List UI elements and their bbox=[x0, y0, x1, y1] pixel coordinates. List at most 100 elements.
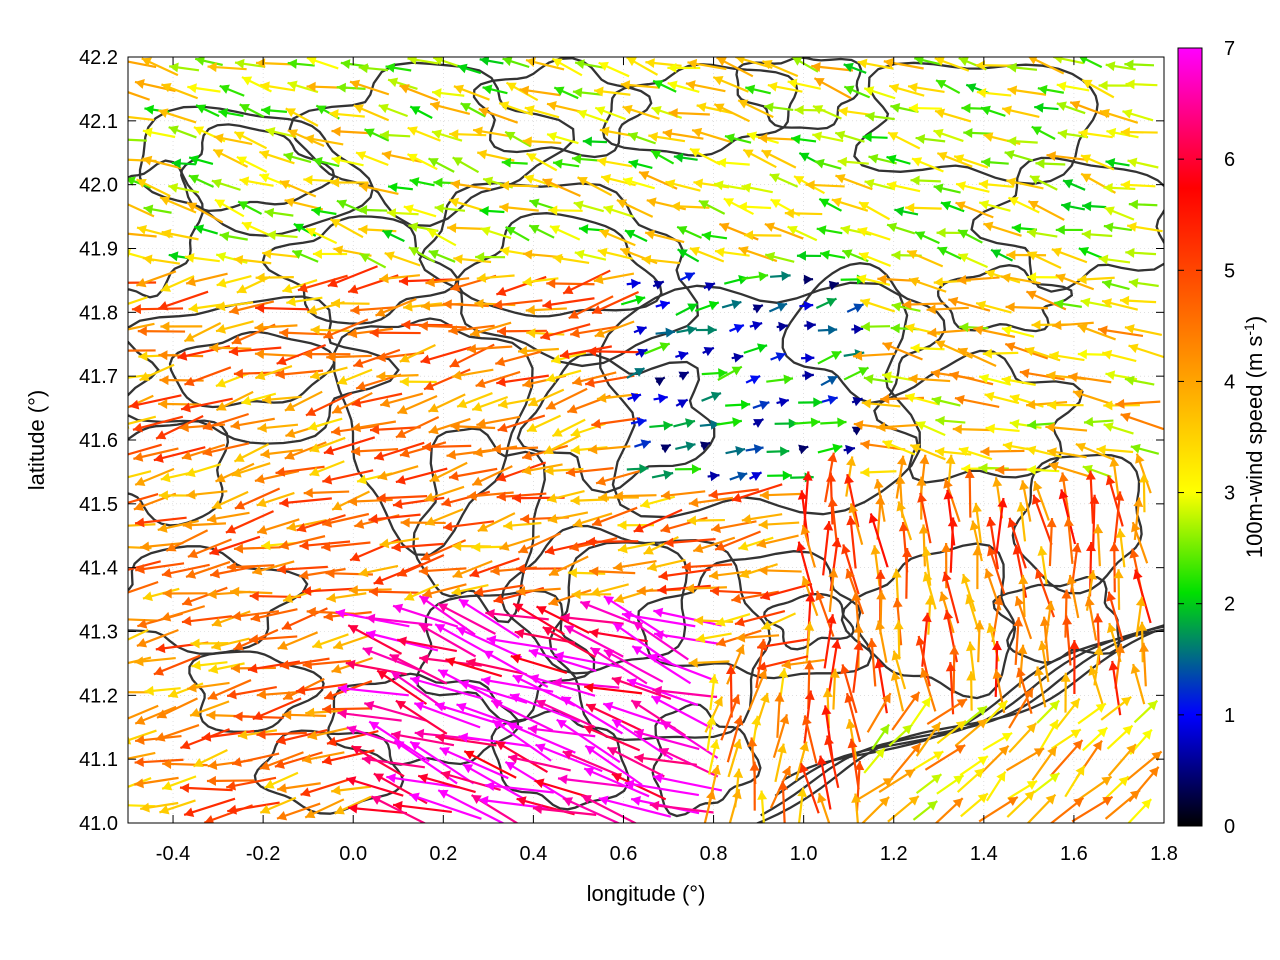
wind-vector-head bbox=[403, 301, 413, 312]
wind-vector-head bbox=[1070, 729, 1081, 739]
wind-vector-head bbox=[1138, 473, 1149, 483]
wind-vector bbox=[611, 677, 672, 700]
wind-vector-head bbox=[499, 180, 510, 191]
wind-vector-head bbox=[1092, 740, 1102, 751]
wind-vector-head bbox=[829, 668, 840, 678]
wind-vector-head bbox=[358, 567, 369, 578]
wind-vector-head bbox=[662, 128, 673, 139]
wind-vector-head bbox=[510, 653, 521, 664]
wind-vector-head bbox=[475, 252, 485, 263]
wind-vector-head bbox=[1019, 480, 1030, 491]
wind-vector bbox=[994, 640, 999, 697]
wind-vector-head bbox=[547, 513, 558, 524]
wind-vector-head bbox=[438, 669, 449, 679]
wind-vector-head bbox=[654, 630, 664, 641]
wind-vector-head bbox=[805, 180, 815, 191]
wind-vector-head bbox=[718, 368, 728, 379]
wind-vector-head bbox=[466, 658, 477, 668]
wind-vector-head bbox=[693, 615, 704, 626]
wind-vector-head bbox=[933, 751, 944, 761]
wind-vector-head bbox=[254, 474, 265, 484]
wind-vector-head bbox=[1026, 290, 1037, 300]
wind-vector-head bbox=[326, 592, 337, 603]
wind-vector-head bbox=[322, 474, 333, 485]
wind-vector-head bbox=[732, 739, 743, 750]
wind-vector-head bbox=[926, 304, 936, 315]
wind-vector-head bbox=[857, 227, 868, 237]
wind-vector bbox=[589, 646, 648, 685]
wind-vector-head bbox=[890, 323, 900, 334]
wind-vector-head bbox=[359, 253, 371, 263]
wind-vector-head bbox=[279, 327, 289, 338]
wind-vector-head bbox=[590, 587, 601, 597]
wind-vector-head bbox=[331, 664, 342, 674]
wind-vector-head bbox=[933, 183, 944, 194]
wind-vector-head bbox=[216, 401, 227, 411]
wind-vector-head bbox=[356, 381, 367, 391]
wind-vector-head bbox=[181, 450, 192, 461]
wind-vector-head bbox=[1047, 400, 1057, 411]
wind-vector bbox=[365, 616, 433, 627]
wind-vector-head bbox=[379, 130, 390, 141]
wind-vector-head bbox=[974, 620, 985, 630]
wind-vector-head bbox=[917, 492, 927, 503]
wind-vector-head bbox=[819, 198, 830, 208]
wind-vector-head bbox=[1016, 502, 1027, 512]
wind-vector-head bbox=[331, 298, 341, 309]
wind-vector bbox=[603, 649, 664, 683]
wind-vector-head bbox=[233, 368, 244, 379]
wind-vector-head bbox=[760, 692, 770, 704]
wind-vector-head bbox=[379, 273, 389, 284]
wind-vector-head bbox=[961, 574, 971, 585]
contour-line bbox=[873, 349, 1084, 484]
wind-vector-head bbox=[181, 402, 191, 413]
wind-vector-head bbox=[659, 300, 670, 310]
wind-vector-head bbox=[446, 449, 457, 460]
wind-vector-head bbox=[418, 773, 429, 784]
wind-vector-head bbox=[873, 479, 884, 489]
wind-vector-head bbox=[1148, 766, 1159, 777]
wind-vector-head bbox=[420, 354, 431, 365]
wind-vector-head bbox=[250, 612, 261, 623]
wind-vector-head bbox=[879, 796, 890, 807]
wind-vector-head bbox=[934, 57, 945, 66]
wind-vector-head bbox=[1106, 623, 1117, 634]
wind-vector-head bbox=[386, 773, 396, 784]
y-tick-label: 41.5 bbox=[79, 494, 118, 516]
wind-vector-head bbox=[949, 371, 960, 381]
x-tick-label: -0.4 bbox=[156, 843, 190, 865]
contour-line bbox=[412, 427, 546, 624]
wind-vector-head bbox=[1024, 688, 1033, 699]
wind-vector-head bbox=[831, 537, 842, 548]
wind-vector-head bbox=[1045, 600, 1055, 611]
wind-vector-head bbox=[117, 135, 126, 145]
wind-vector-head bbox=[202, 446, 213, 457]
wind-vector-head bbox=[711, 523, 721, 534]
wind-vector-head bbox=[572, 376, 583, 386]
wind-vector-head bbox=[309, 443, 320, 453]
wind-vector-head bbox=[160, 196, 171, 206]
wind-vector-head bbox=[658, 393, 668, 404]
wind-vector-head bbox=[522, 378, 533, 389]
wind-vector-head bbox=[924, 595, 935, 605]
wind-vector-head bbox=[438, 603, 449, 613]
wind-vector-head bbox=[570, 495, 580, 506]
wind-vector-head bbox=[326, 352, 336, 363]
wind-vector-head bbox=[1038, 640, 1048, 651]
wind-vector-head bbox=[640, 498, 651, 509]
wind-vector-head bbox=[332, 404, 343, 414]
wind-vector-head bbox=[561, 696, 572, 706]
wind-vector-head bbox=[1097, 727, 1108, 738]
wind-vector-head bbox=[460, 103, 471, 112]
wind-vector-head bbox=[516, 586, 526, 597]
wind-vector-head bbox=[952, 424, 962, 435]
wind-vector-head bbox=[886, 180, 897, 191]
wind-vector-head bbox=[891, 250, 901, 261]
wind-vector-head bbox=[1103, 422, 1114, 432]
wind-vector-head bbox=[1106, 591, 1116, 602]
wind-vector bbox=[128, 777, 152, 788]
wind-vector-head bbox=[927, 327, 937, 338]
wind-vector-head bbox=[304, 134, 315, 145]
wind-vector-head bbox=[813, 397, 823, 408]
wind-vector-head bbox=[791, 134, 801, 145]
